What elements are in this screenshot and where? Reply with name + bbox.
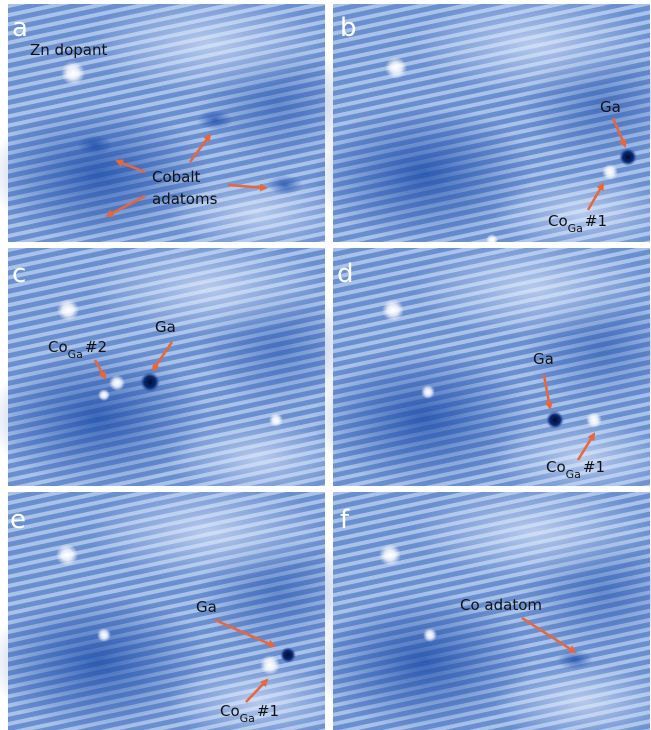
panel-b: b Ga CoGa#1 (313, 0, 651, 254)
feature (260, 655, 280, 675)
feature (97, 628, 111, 642)
feature (602, 164, 618, 180)
feature (56, 544, 78, 566)
label-part: Ga (566, 468, 581, 481)
panel-letter: d (337, 259, 354, 289)
label: Cobalt (152, 168, 201, 186)
label-part: Ga (68, 348, 83, 361)
feature (379, 544, 401, 566)
feature (557, 650, 593, 670)
label-part: #1 (257, 702, 279, 720)
panel-d: d Ga CoGa#1 (313, 238, 651, 498)
feature (546, 411, 564, 429)
label: Zn dopant (30, 41, 107, 59)
feature (57, 299, 79, 321)
label-part: Co (546, 458, 566, 476)
label: adatoms (152, 190, 218, 208)
label: Ga (196, 598, 217, 616)
label-part: Ga (240, 712, 255, 725)
figure: a Zn dopant Cobalt adatoms b Ga CoGa#1 c… (0, 0, 651, 730)
panel-letter: c (12, 259, 26, 289)
panel-f: f Co adatom (313, 482, 651, 730)
label: Ga (600, 98, 621, 116)
feature (140, 372, 160, 392)
panel-letter: e (10, 505, 26, 535)
panel-c: c CoGa#2 Ga (0, 238, 358, 498)
label-part: Co (220, 702, 240, 720)
feature (0, 238, 358, 498)
feature (0, 482, 358, 730)
label-part: Ga (568, 222, 583, 235)
feature (382, 299, 404, 321)
feature (109, 375, 125, 391)
feature (586, 412, 602, 428)
panel-a: a Zn dopant Cobalt adatoms (0, 0, 358, 254)
feature (385, 57, 407, 79)
feature (280, 647, 296, 663)
panel-letter: a (12, 13, 28, 43)
label-part: Co (48, 338, 68, 356)
feature (267, 175, 303, 195)
feature (197, 110, 233, 130)
label: Co adatom (460, 596, 542, 614)
label-part: #2 (85, 338, 107, 356)
feature (619, 148, 637, 166)
feature (269, 413, 283, 427)
panel-letter: f (340, 505, 350, 535)
label-part: Co (548, 212, 568, 230)
label-part: #1 (583, 458, 605, 476)
feature (98, 389, 110, 401)
feature (77, 135, 113, 155)
feature (421, 385, 435, 399)
feature (423, 628, 437, 642)
panel-e: e Ga CoGa#1 (0, 482, 358, 730)
label-part: #1 (585, 212, 607, 230)
label: Ga (533, 350, 554, 368)
panel-letter: b (340, 13, 357, 43)
feature (61, 61, 85, 85)
feature (0, 0, 358, 254)
label: Ga (155, 318, 176, 336)
